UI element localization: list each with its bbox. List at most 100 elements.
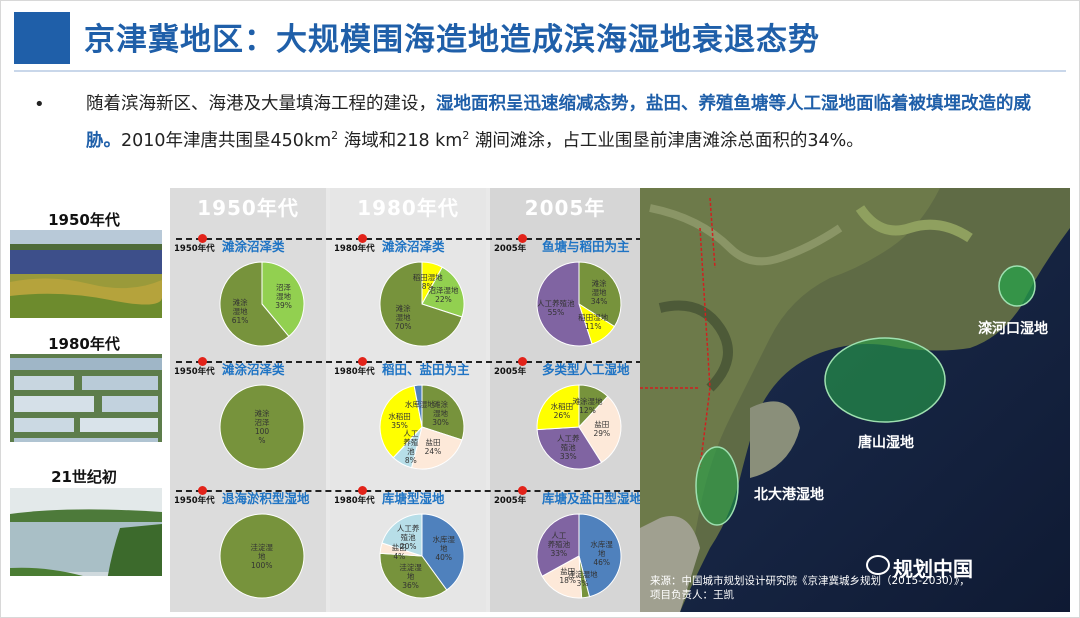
photo-1950-wetland <box>10 230 162 318</box>
pie-slice <box>536 426 603 470</box>
pie-slice-label: 沼泽 湿地 39% <box>275 282 292 310</box>
pie-slice <box>381 513 423 557</box>
photo-label-21c: 21世纪初 <box>51 468 117 486</box>
photo-21c-reservoir <box>10 488 162 576</box>
pie-title: 库塘型湿地 <box>382 491 445 506</box>
pie-title: 稻田、盐田为主 <box>382 362 470 377</box>
pie-slice <box>536 384 580 431</box>
pie-chart <box>219 261 305 347</box>
pie-title: 退海淤积型湿地 <box>222 491 310 506</box>
source-note: 来源：中国城市规划设计研究院《京津冀城乡规划（2015-2030）》， 项目负责… <box>650 574 970 602</box>
pie-slice-label: 水库湿地 46% <box>590 539 613 567</box>
timeline-dot <box>518 234 527 243</box>
row-era-label: 1950年代 <box>174 496 215 506</box>
pie-chart <box>536 384 622 470</box>
row-era-label: 2005年 <box>494 367 527 377</box>
pie-slice-label: 水稻田 35% <box>388 411 411 430</box>
pie-title: 滩涂沼泽类 <box>222 362 285 377</box>
pie-slice-label: 洼淀湿地 36% <box>399 562 422 590</box>
pie-slice <box>219 261 290 347</box>
timeline-dash-row-0 <box>176 238 1012 240</box>
pie-slice-label: 盐田 18% <box>559 567 577 586</box>
photo-1980-ponds <box>10 354 162 442</box>
pie-title: 滩涂沼泽类 <box>382 239 445 254</box>
row-era-label: 1950年代 <box>174 367 215 377</box>
bullet-marker: • <box>34 94 45 115</box>
pie-slice <box>413 384 423 428</box>
pie-slice <box>219 384 305 470</box>
timeline-dot <box>358 234 367 243</box>
row-era-label: 1950年代 <box>174 244 215 254</box>
pie-slice-label: 人工 养殖池 8% <box>403 429 419 466</box>
watermark-text: 规划中国 <box>893 557 973 581</box>
pie-slice-label: 滩涂 沼泽 100% <box>254 409 270 445</box>
row-era-label: 1980年代 <box>334 367 375 377</box>
bullet-part2a: 2010年津唐共围垦450km <box>121 130 332 151</box>
pie-slice <box>536 261 593 347</box>
row-era-label: 2005年 <box>494 244 527 254</box>
pie-slice-label: 滩涂湿地 12% <box>572 396 603 415</box>
pie-slice-label: 滩涂 湿地 70% <box>394 304 412 332</box>
photo-label-1980: 1980年代 <box>48 335 120 353</box>
title-divider <box>14 70 1066 72</box>
map-label-beidagang: 北大港湿地 <box>754 487 824 503</box>
source-line-2: 项目负责人：王凯 <box>650 589 734 601</box>
pie-slice-label: 稻田湿地 11% <box>578 313 609 332</box>
pie-title: 多类型人工湿地 <box>542 362 630 377</box>
timeline-dot <box>358 486 367 495</box>
pie-slice <box>410 426 463 470</box>
slide-title: 京津冀地区：大规模围海造地造成滨海湿地衰退态势 <box>84 22 820 58</box>
pie-title: 鱼塘与稻田为主 <box>542 239 630 254</box>
pie-slice <box>421 384 465 441</box>
pie-slice-label: 水稻田 26% <box>550 402 574 421</box>
pie-slice-label: 滩涂 湿地 30% <box>432 399 449 427</box>
bullet-part2c: 潮间滩涂，占工业围垦前津唐滩涂总面积的34%。 <box>469 130 864 151</box>
pie-slice <box>541 555 583 599</box>
timeline-dot <box>518 357 527 366</box>
pie-slice <box>578 395 622 464</box>
pie-slice-label: 水库湿地 <box>404 399 435 409</box>
timeline-dash-row-2 <box>176 490 660 492</box>
bullet-sup2: 2 <box>462 129 470 142</box>
timeline-dot <box>358 357 367 366</box>
pie-chart <box>219 384 305 470</box>
pie-chart <box>379 384 465 470</box>
photo-label-1950: 1950年代 <box>48 211 120 229</box>
bullet-highlight: 湿地面积呈迅速缩减态势，盐田、养殖鱼塘等人工湿地面临着被填埋改造的威胁。 <box>86 94 1031 151</box>
pie-chart <box>219 513 305 599</box>
timeline-dot <box>198 486 207 495</box>
row-era-label: 2005年 <box>494 496 527 506</box>
pie-slice <box>379 261 463 347</box>
bullet-part1: 随着滨海新区、海港及大量填海工程的建设， <box>86 94 436 114</box>
pie-title: 滩涂沼泽类 <box>222 239 285 254</box>
pie-title: 库塘及盐田型湿地 <box>542 491 643 506</box>
pie-slice-label: 稻田湿地 8% <box>412 272 443 291</box>
column-head-1980: 1980年代 <box>357 196 459 220</box>
pie-chart <box>536 513 622 599</box>
pie-slice <box>379 385 423 459</box>
column-head-2005: 2005年 <box>524 196 606 220</box>
timeline-dot <box>198 357 207 366</box>
pie-slice-label: 人工养殖池 55% <box>537 298 575 317</box>
pie-slice-label: 沼泽湿地 22% <box>428 286 459 305</box>
timeline-dot <box>518 486 527 495</box>
pie-slice <box>379 552 448 599</box>
map-label-tangshan: 唐山湿地 <box>858 435 914 451</box>
pie-chart <box>379 261 465 347</box>
wechat-icon <box>866 555 890 575</box>
title-accent-bar <box>14 12 70 64</box>
pie-slice-label: 人工养 殖池 20% <box>396 523 420 551</box>
pie-slice-label: 滩涂 湿地 61% <box>231 298 249 326</box>
pie-slice <box>219 513 305 599</box>
pie-chart <box>379 513 465 599</box>
timeline-dot <box>198 234 207 243</box>
pie-slice <box>421 513 465 591</box>
pie-slice-label: 水库湿地 40% <box>432 535 455 563</box>
pie-slice <box>536 513 580 577</box>
bullet-part2b: 海域和218 km <box>338 130 463 151</box>
source-line-1: 来源：中国城市规划设计研究院《京津冀城乡规划（2015-2030）》， <box>650 575 970 587</box>
satellite-map: 滦河口湿地 唐山湿地 北大港湿地 <box>640 188 1070 612</box>
pie-slice-label: 盐田 24% <box>424 438 442 457</box>
pie-slice <box>261 261 305 338</box>
